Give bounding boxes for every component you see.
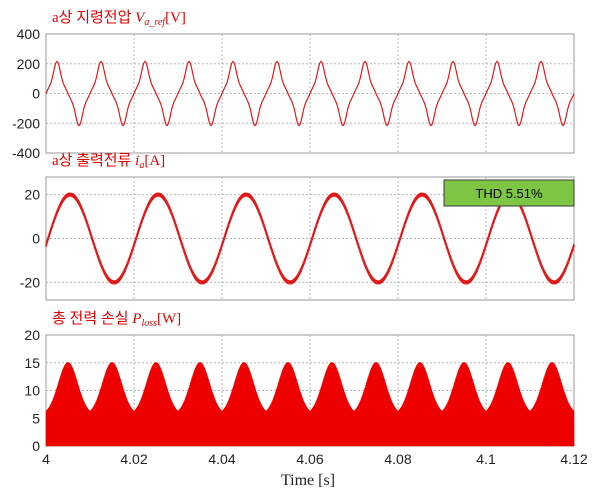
thd-annotation-text: THD 5.51% [475,186,543,201]
panel-title: 총 전력 손실 Ploss[W] [52,310,181,329]
panel-1: 400 200 0 -200 -400 a상 지령전압 Va_ref[V] [12,9,574,161]
title-unit: [W] [157,311,181,327]
x-axis-label: Time [s] [281,472,335,489]
y-tick-label: 15 [24,355,40,371]
panel-title: a상 지령전압 Va_ref[V] [52,9,186,28]
y-tick-label: 5 [32,410,40,426]
y-tick-label: 0 [32,86,40,102]
y-tick-label: -200 [12,115,40,131]
panel-title: a상 출력전류 ia[A] [52,152,165,171]
title-subscript: a_ref [144,17,166,28]
x-tick-label: 4.1 [476,451,496,467]
title-unit: [V] [165,10,186,26]
y-tick-label: 200 [17,56,41,72]
y-tick-label: 20 [24,187,40,203]
y-tick-label: -20 [20,274,40,290]
x-tick-label: 4.08 [384,451,411,467]
x-tick-label: 4 [42,451,50,467]
y-tick-label: 20 [24,327,40,343]
y-tick-label: 0 [32,438,40,454]
title-variable: P [131,311,141,327]
panel-2: 20 0 -20 THD 5.51% a상 출력전류 ia[A] [20,152,574,300]
title-prefix: a상 출력전류 [52,152,135,169]
panel-3: 20 15 10 5 0 총 전력 손실 Ploss[W] [24,310,574,454]
title-subscript: loss [141,318,157,329]
y-tick-label: 10 [24,383,40,399]
y-tick-label: 400 [17,26,41,42]
x-tick-label: 4.12 [560,451,587,467]
y-tick-label: -400 [12,145,40,161]
title-unit: [A] [144,153,165,169]
title-prefix: 총 전력 손실 [52,310,132,327]
x-tick-label: 4.02 [120,451,147,467]
x-tick-label: 4.04 [208,451,235,467]
x-tick-label: 4.06 [296,451,323,467]
title-prefix: a상 지령전압 [52,9,135,26]
y-tick-label: 0 [32,231,40,247]
